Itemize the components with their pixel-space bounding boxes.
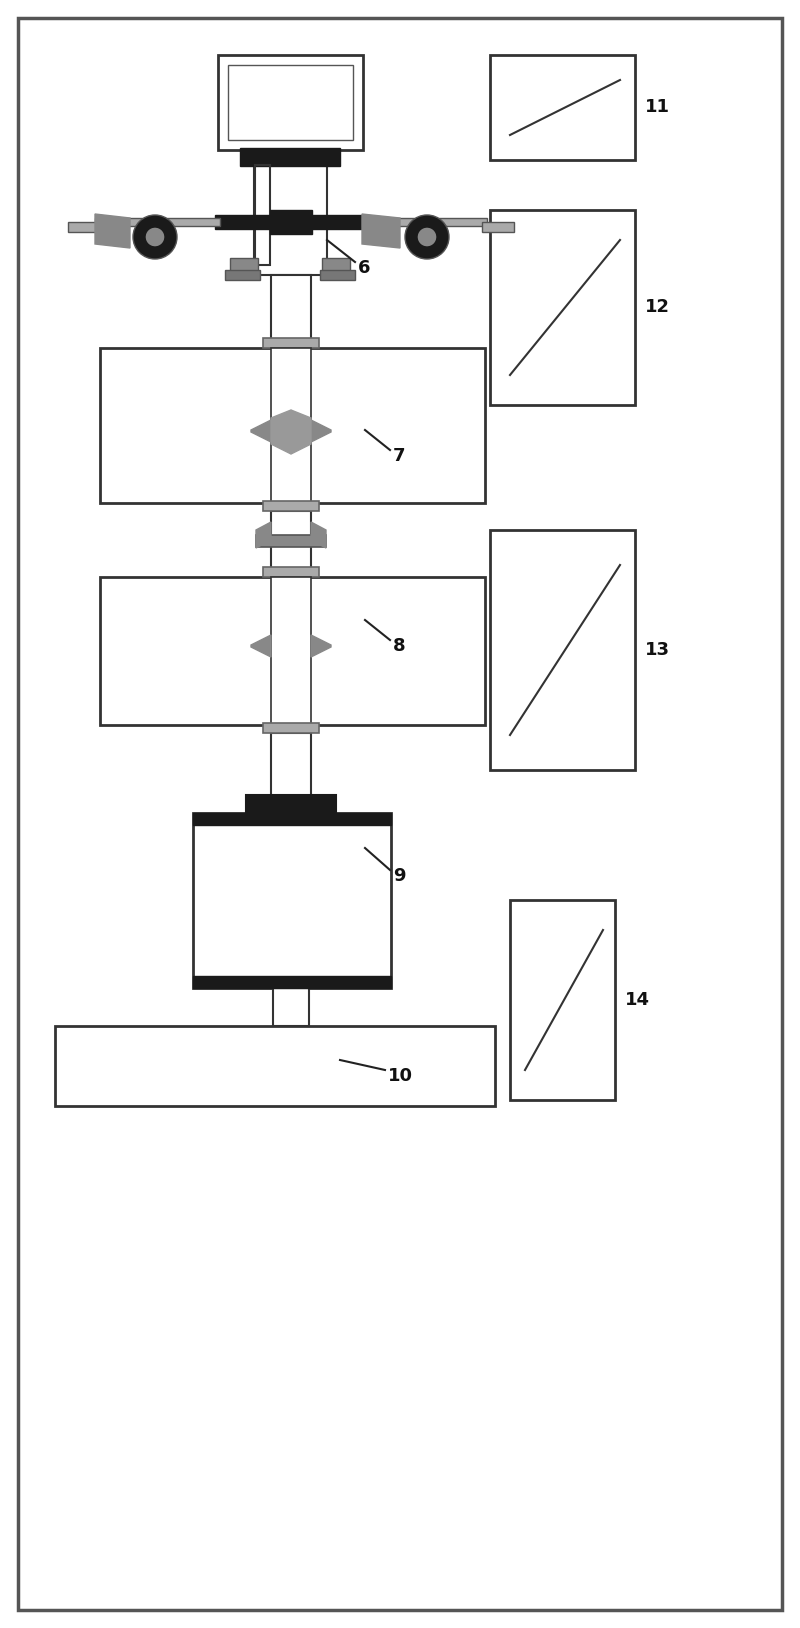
Bar xyxy=(68,221,100,233)
Text: 11: 11 xyxy=(645,98,670,116)
Text: 9: 9 xyxy=(393,868,406,886)
Bar xyxy=(218,55,363,150)
Bar xyxy=(271,576,311,724)
Bar xyxy=(240,148,340,166)
Circle shape xyxy=(417,226,437,247)
Bar xyxy=(225,270,260,280)
Bar xyxy=(263,339,319,348)
Bar xyxy=(55,1026,495,1105)
Bar xyxy=(270,210,312,234)
Bar xyxy=(271,511,311,570)
Bar xyxy=(193,812,391,988)
Polygon shape xyxy=(311,635,331,658)
Bar xyxy=(254,164,327,275)
Bar xyxy=(263,501,319,511)
Bar xyxy=(215,215,365,230)
Bar xyxy=(482,221,514,233)
Bar xyxy=(230,257,258,274)
Bar xyxy=(271,733,311,798)
Circle shape xyxy=(405,215,449,259)
Text: 14: 14 xyxy=(625,991,650,1009)
Bar xyxy=(100,348,485,503)
Bar xyxy=(100,576,485,724)
Polygon shape xyxy=(251,635,271,658)
Polygon shape xyxy=(311,523,326,549)
Circle shape xyxy=(145,226,165,247)
Polygon shape xyxy=(291,410,311,454)
Text: 8: 8 xyxy=(393,637,406,654)
Polygon shape xyxy=(256,523,271,549)
Polygon shape xyxy=(251,420,271,441)
Polygon shape xyxy=(95,213,130,247)
Bar xyxy=(320,270,355,280)
Bar xyxy=(263,723,319,733)
Text: 12: 12 xyxy=(645,298,670,316)
Polygon shape xyxy=(271,410,291,454)
Bar xyxy=(273,988,309,1026)
Text: 13: 13 xyxy=(645,641,670,659)
Bar xyxy=(490,210,635,405)
Bar xyxy=(362,218,487,226)
Bar xyxy=(193,977,391,988)
Bar xyxy=(490,55,635,160)
Bar xyxy=(510,900,615,1101)
Bar xyxy=(95,218,220,226)
Text: 10: 10 xyxy=(388,1066,413,1084)
Bar xyxy=(322,257,350,274)
Bar xyxy=(256,536,326,547)
Text: 7: 7 xyxy=(393,448,406,466)
Polygon shape xyxy=(255,164,270,265)
Bar xyxy=(193,812,391,825)
Bar xyxy=(271,348,311,503)
Bar xyxy=(246,794,336,812)
Bar xyxy=(263,567,319,576)
Bar xyxy=(490,531,635,770)
Bar xyxy=(271,275,311,340)
Circle shape xyxy=(133,215,177,259)
Text: 6: 6 xyxy=(358,259,370,277)
Bar xyxy=(228,65,353,140)
Polygon shape xyxy=(362,213,400,247)
Polygon shape xyxy=(311,420,331,441)
